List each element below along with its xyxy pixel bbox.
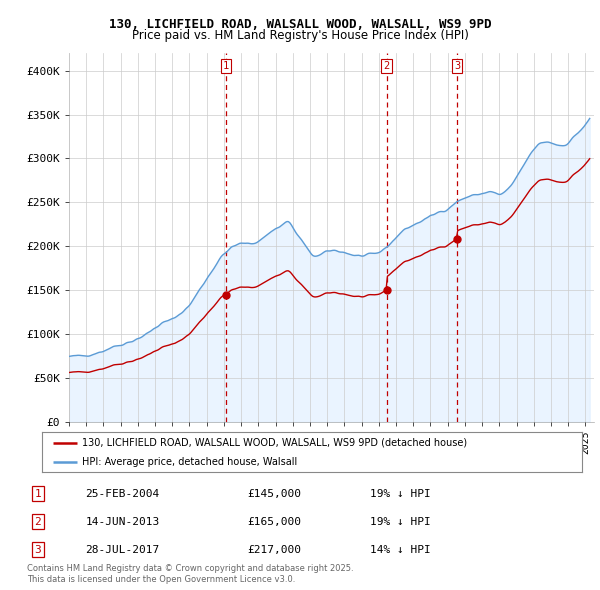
Text: Contains HM Land Registry data © Crown copyright and database right 2025.: Contains HM Land Registry data © Crown c… — [27, 565, 353, 573]
Text: £145,000: £145,000 — [247, 489, 301, 499]
Text: HPI: Average price, detached house, Walsall: HPI: Average price, detached house, Wals… — [83, 457, 298, 467]
Text: 1: 1 — [35, 489, 41, 499]
Text: 14-JUN-2013: 14-JUN-2013 — [85, 517, 160, 527]
Text: 2: 2 — [35, 517, 41, 527]
Text: £217,000: £217,000 — [247, 545, 301, 555]
Text: 14% ↓ HPI: 14% ↓ HPI — [370, 545, 431, 555]
Text: 3: 3 — [35, 545, 41, 555]
Text: 130, LICHFIELD ROAD, WALSALL WOOD, WALSALL, WS9 9PD (detached house): 130, LICHFIELD ROAD, WALSALL WOOD, WALSA… — [83, 438, 467, 448]
Text: 25-FEB-2004: 25-FEB-2004 — [85, 489, 160, 499]
Text: £165,000: £165,000 — [247, 517, 301, 527]
Text: 3: 3 — [454, 61, 460, 71]
Text: This data is licensed under the Open Government Licence v3.0.: This data is licensed under the Open Gov… — [27, 575, 295, 584]
Text: 19% ↓ HPI: 19% ↓ HPI — [370, 517, 431, 527]
Text: 19% ↓ HPI: 19% ↓ HPI — [370, 489, 431, 499]
Text: 130, LICHFIELD ROAD, WALSALL WOOD, WALSALL, WS9 9PD: 130, LICHFIELD ROAD, WALSALL WOOD, WALSA… — [109, 18, 491, 31]
Text: 2: 2 — [383, 61, 390, 71]
Text: Price paid vs. HM Land Registry's House Price Index (HPI): Price paid vs. HM Land Registry's House … — [131, 30, 469, 42]
Text: 28-JUL-2017: 28-JUL-2017 — [85, 545, 160, 555]
Text: 1: 1 — [223, 61, 229, 71]
